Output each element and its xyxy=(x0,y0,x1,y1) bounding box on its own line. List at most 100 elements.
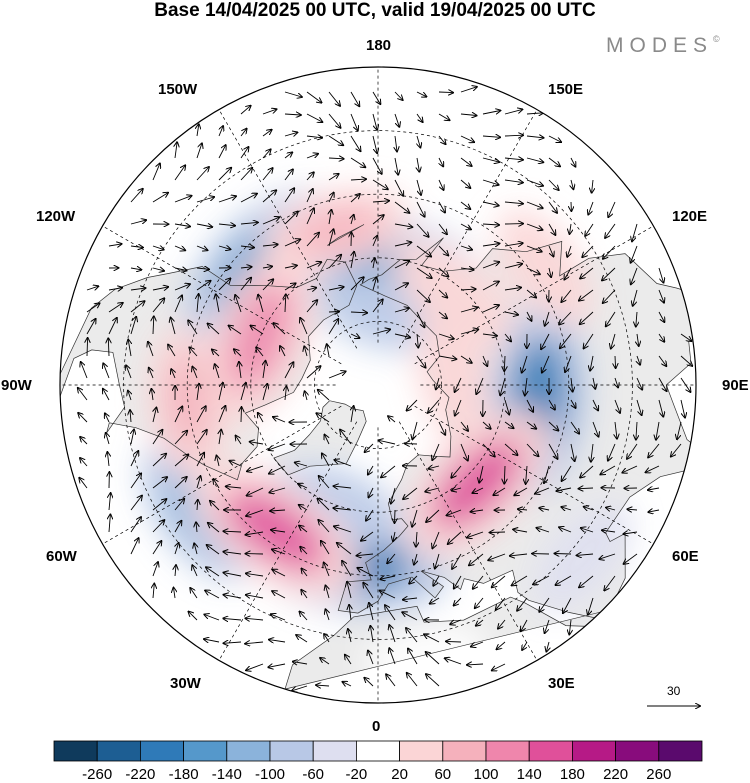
wind-vector xyxy=(363,583,374,599)
wind-vector xyxy=(615,355,616,368)
wind-vector xyxy=(438,333,454,339)
wind-vector xyxy=(316,685,330,686)
wind-vector xyxy=(190,588,198,599)
wind-vector xyxy=(246,663,264,670)
wind-vector xyxy=(130,288,145,290)
wind-vector xyxy=(148,342,154,357)
wind-vector xyxy=(326,609,330,621)
wind-vector xyxy=(351,406,354,423)
wind-vector xyxy=(394,261,409,269)
wind-vector xyxy=(350,135,361,151)
colorbar-swatch xyxy=(269,740,314,762)
wind-vector xyxy=(533,575,550,584)
wind-vector xyxy=(130,246,143,248)
wind-vector xyxy=(368,651,374,665)
wind-vector xyxy=(301,590,308,599)
wind-vector xyxy=(438,201,445,213)
wind-vector xyxy=(562,465,572,481)
wind-vector xyxy=(504,399,509,414)
wind-vector xyxy=(152,298,164,313)
wind-vector xyxy=(460,201,470,209)
wind-vector xyxy=(351,252,354,269)
wind-vector xyxy=(152,287,168,290)
wind-vector xyxy=(108,244,122,246)
wind-vector xyxy=(483,355,487,366)
wind-vector xyxy=(394,224,412,227)
wind-vector xyxy=(204,615,220,621)
wind-vector xyxy=(570,443,575,461)
map-disc xyxy=(60,67,696,703)
wind-vector xyxy=(272,549,286,555)
wind-vector xyxy=(580,311,594,324)
wind-vector xyxy=(319,476,330,489)
wind-vector xyxy=(108,338,109,357)
wind-vector xyxy=(174,499,184,511)
wind-vector xyxy=(526,157,543,162)
wind-vector xyxy=(671,443,682,457)
wind-vector xyxy=(262,109,277,115)
wind-vector xyxy=(268,664,286,667)
wind-vector xyxy=(86,303,100,313)
wind-vector xyxy=(130,474,141,489)
wind-vector xyxy=(196,406,206,423)
colorbar-tick-label: 100 xyxy=(473,766,499,783)
wind-vector xyxy=(188,320,198,335)
wind-vector xyxy=(526,179,543,186)
wind-vector xyxy=(240,168,252,181)
wind-vector xyxy=(504,135,523,136)
wind-vector xyxy=(320,658,330,665)
wind-vector xyxy=(218,383,223,401)
wind-vector xyxy=(218,278,230,291)
wind-vector xyxy=(469,553,484,565)
wind-vector xyxy=(504,109,522,115)
wind-vector xyxy=(409,575,418,584)
wind-vector xyxy=(342,561,352,577)
wind-vector xyxy=(521,619,528,631)
wind-vector xyxy=(205,591,220,599)
wind-vector xyxy=(473,487,484,493)
wind-vector xyxy=(602,267,616,280)
wind-vector xyxy=(460,355,472,363)
lon-label-60e: 60E xyxy=(672,548,699,565)
wind-vector xyxy=(325,435,330,445)
meridian-120 xyxy=(414,225,654,365)
wind-vector xyxy=(381,465,396,477)
wind-vector xyxy=(262,190,276,203)
wind-vector xyxy=(218,168,231,181)
map-border xyxy=(59,66,697,704)
wind-vector xyxy=(677,421,682,439)
wind-vector xyxy=(152,520,164,533)
wind-vector xyxy=(318,499,330,511)
wind-vector xyxy=(385,605,396,621)
wind-vector xyxy=(479,465,484,483)
wind-vector xyxy=(262,244,278,246)
wind-vector xyxy=(130,451,138,467)
wind-vector xyxy=(306,233,319,247)
wind-vector xyxy=(526,289,536,298)
wind-vector xyxy=(460,114,477,116)
wind-vector xyxy=(658,399,663,417)
wind-vector xyxy=(328,91,340,106)
wind-vector xyxy=(565,355,572,372)
meridian-300 xyxy=(102,405,342,545)
lon-label-120e: 120E xyxy=(672,208,708,225)
wind-vector xyxy=(504,264,522,269)
wind-vector xyxy=(300,612,308,621)
wind-vector xyxy=(493,487,506,495)
wind-vector xyxy=(438,113,450,120)
colorbar-swatch xyxy=(528,740,573,762)
wind-vector xyxy=(350,312,367,313)
wind-vector xyxy=(372,201,389,202)
wind-vector xyxy=(262,266,272,268)
wind-vector xyxy=(492,575,506,587)
wind-vector xyxy=(592,399,598,410)
wind-vector xyxy=(151,389,153,401)
wind-vector xyxy=(292,685,308,691)
wind-vector xyxy=(448,531,462,544)
wind-vector xyxy=(284,283,296,291)
wind-vector xyxy=(522,355,528,373)
wind-vector xyxy=(648,443,660,457)
wind-vector xyxy=(395,509,396,523)
wind-vector xyxy=(580,465,594,478)
colorbar-swatch xyxy=(183,740,228,762)
